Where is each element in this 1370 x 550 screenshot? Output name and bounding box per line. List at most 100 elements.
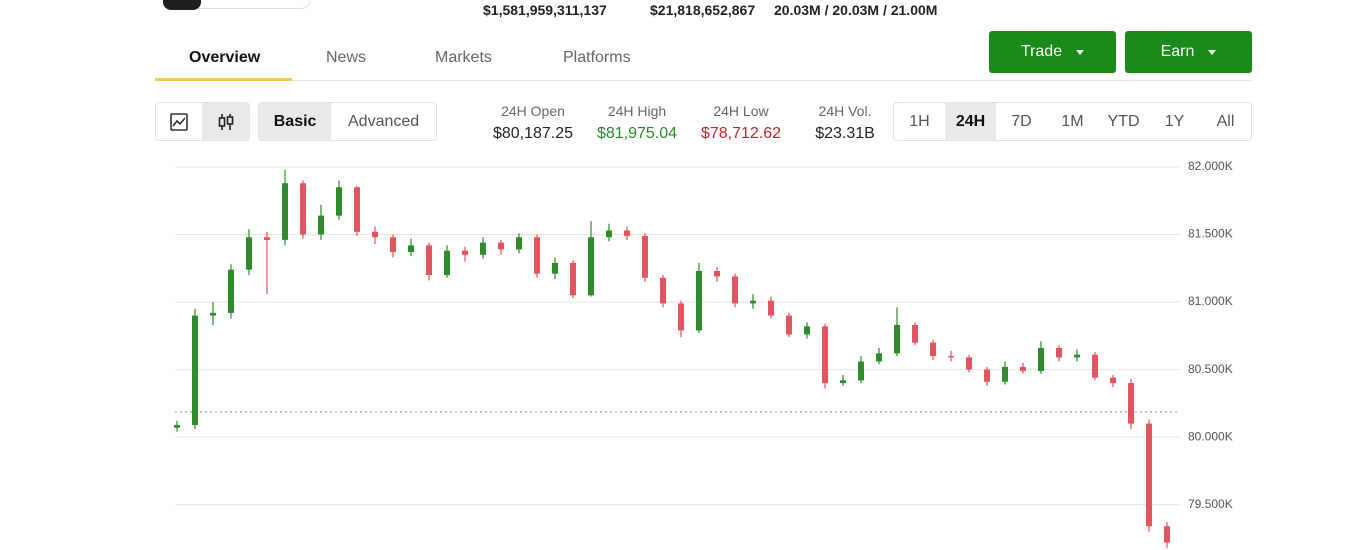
trade-button[interactable]: Trade [989, 31, 1116, 73]
range-button[interactable]: 1H [909, 112, 930, 130]
tab[interactable]: Markets [435, 49, 492, 66]
candle-body [606, 230, 612, 238]
earn-button[interactable]: Earn [1125, 31, 1252, 73]
candle-body [948, 356, 954, 358]
volume: $21,818,652,867 [650, 2, 756, 18]
stat-label: 24H High [607, 103, 667, 119]
range-button[interactable]: 1M [1061, 112, 1084, 130]
line-icon [170, 112, 188, 131]
y-tick-label: 81.000K [1188, 294, 1233, 308]
candle-body [228, 269, 234, 313]
caret [1076, 49, 1085, 55]
candle-body [300, 183, 306, 235]
candle-body [1164, 526, 1170, 543]
range-button[interactable]: 7D [1011, 112, 1032, 130]
y-tick-label: 82.000K [1188, 159, 1233, 173]
range-button[interactable]: All [1216, 112, 1235, 130]
stat-value: $23.31B [815, 125, 875, 142]
candle-body [336, 187, 342, 216]
advanced-button[interactable]: Advanced [348, 112, 420, 130]
button-label: Trade [1020, 43, 1063, 60]
candle-body [390, 237, 396, 253]
y-tick-label: 80.500K [1188, 362, 1233, 376]
candle-body [1074, 354, 1080, 358]
market-cap: $1,581,959,311,137 [483, 2, 607, 18]
candle-body [282, 183, 288, 240]
candle-body [570, 262, 576, 296]
range-button[interactable]: YTD [1107, 112, 1140, 130]
candle-body [768, 300, 774, 316]
range-button[interactable]: 24H [945, 103, 996, 140]
candle-body [822, 326, 828, 384]
logo [163, 0, 201, 10]
candle-body [408, 245, 414, 253]
stat: 24H High $81,975.04 [582, 103, 692, 143]
tab[interactable]: Overview [189, 49, 261, 66]
tab-divider [155, 80, 1252, 81]
candle-body [930, 342, 936, 357]
tab[interactable]: Platforms [563, 49, 631, 66]
candle-body [516, 237, 522, 250]
candle-body [714, 270, 720, 277]
y-tick-label: 79.500K [1188, 497, 1233, 511]
candle-body [732, 276, 738, 304]
candle-body [264, 237, 270, 240]
candle-body [210, 312, 216, 316]
candle-body [966, 357, 972, 370]
range-button[interactable]: 1Y [1164, 112, 1185, 130]
chart-type-toggle [155, 102, 250, 141]
stat-value: $80,187.25 [492, 125, 574, 142]
candle-body [426, 245, 432, 276]
candle-body [804, 326, 810, 335]
supply: 20.03M / 20.03M / 21.00M [774, 2, 938, 18]
view-toggle: Basic Advanced [258, 102, 437, 141]
stat-label: 24H Vol. [818, 103, 872, 119]
stat-value: $78,712.62 [700, 125, 782, 142]
candle-icon [218, 113, 233, 130]
y-tick-label: 81.500K [1188, 227, 1233, 241]
candle-body [696, 270, 702, 331]
candle-body [1128, 383, 1134, 424]
line-chart-button[interactable] [156, 103, 202, 140]
candle-body [552, 262, 558, 274]
candle-chart-button[interactable] [202, 103, 249, 140]
candle-body [1020, 366, 1026, 371]
candle-body [462, 250, 468, 255]
stat: 24H Open $80,187.25 [478, 103, 588, 143]
y-tick-label: 80.000K [1188, 429, 1233, 443]
candle-body [750, 300, 756, 304]
stat-label: 24H Low [713, 103, 769, 119]
candle-body [480, 242, 486, 255]
candle-body [660, 277, 666, 304]
stat-value: $81,975.04 [596, 125, 678, 142]
candle-body [246, 237, 252, 270]
candle-body [1092, 354, 1098, 378]
stat-label: 24H Open [501, 103, 565, 119]
candle-body [318, 215, 324, 235]
candle-body [444, 250, 450, 276]
candle-body [192, 315, 198, 425]
candle-body [912, 325, 918, 343]
stat: 24H Low $78,712.62 [686, 103, 796, 143]
candle-body [1002, 366, 1008, 382]
candle-body [1056, 347, 1062, 358]
candle-body [1146, 423, 1152, 527]
candle-body [840, 380, 846, 384]
candle-body [984, 369, 990, 382]
button-label: Earn [1160, 43, 1195, 60]
candle-body [534, 237, 540, 274]
basic-button[interactable]: Basic [259, 103, 332, 140]
candle-body [858, 361, 864, 381]
candle-body [498, 242, 504, 250]
stat: 24H Vol. $23.31B [790, 103, 900, 143]
candle-body [588, 237, 594, 296]
tab-underline [155, 78, 292, 81]
candle-body [624, 230, 630, 236]
candle-body [786, 315, 792, 335]
range-selector: 1H 24H 7D 1M YTD 1Y All [893, 102, 1252, 141]
tab[interactable]: News [326, 49, 367, 66]
candle-body [372, 231, 378, 238]
candle-body [876, 353, 882, 362]
candle-body [1038, 347, 1044, 371]
